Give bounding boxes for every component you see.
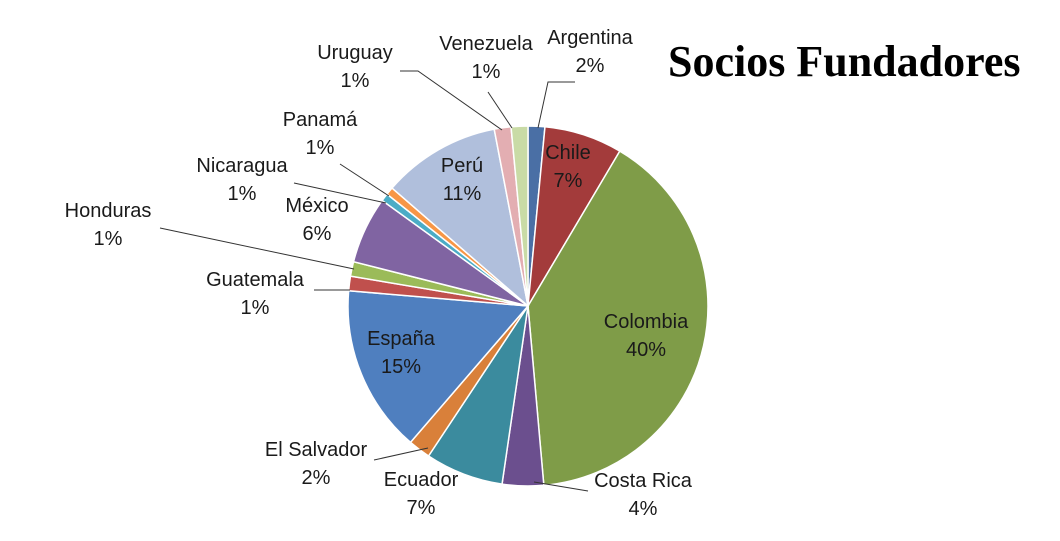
slice-label-honduras: Honduras bbox=[65, 200, 152, 222]
slice-percent-chile: 7% bbox=[554, 170, 583, 192]
leader-line-costa-rica bbox=[533, 481, 589, 492]
slice-label-uruguay: Uruguay bbox=[317, 42, 393, 64]
slice-label-panama: Panamá bbox=[283, 109, 358, 131]
slice-label-guatemala: Guatemala bbox=[206, 269, 305, 291]
leader-line-argentina bbox=[537, 81, 575, 129]
labels-layer: Argentina 2% Chile 7% Colombia 40% Costa Rica 4… bbox=[65, 27, 693, 520]
slice-percent-guatemala: 1% bbox=[241, 297, 270, 319]
slice-label-venezuela: Venezuela bbox=[439, 33, 533, 55]
leader-line-nicaragua bbox=[293, 182, 387, 204]
slice-percent-venezuela: 1% bbox=[472, 61, 501, 83]
slice-percent-argentina: 2% bbox=[576, 55, 605, 77]
slice-label-peru: Perú bbox=[441, 155, 483, 177]
chart-title: Socios Fundadores bbox=[668, 37, 1021, 86]
pie-slice-colombia bbox=[527, 150, 709, 487]
slice-label-ecuador: Ecuador bbox=[384, 469, 459, 491]
slice-label-el-salvador: El Salvador bbox=[265, 439, 368, 461]
slice-percent-el-salvador: 2% bbox=[302, 467, 331, 489]
slice-percent-honduras: 1% bbox=[94, 228, 123, 250]
slice-label-argentina: Argentina bbox=[547, 27, 633, 49]
slice-label-nicaragua: Nicaragua bbox=[196, 155, 288, 177]
slice-percent-panama: 1% bbox=[306, 137, 335, 159]
slices-layer bbox=[347, 125, 709, 487]
slice-percent-uruguay: 1% bbox=[341, 70, 370, 92]
leader-line-uruguay bbox=[400, 70, 503, 131]
leader-line-panama bbox=[339, 163, 390, 197]
leader-lines-layer bbox=[159, 70, 589, 492]
slice-percent-espana: 15% bbox=[381, 356, 421, 378]
slice-label-colombia: Colombia bbox=[604, 311, 689, 333]
leader-line-venezuela bbox=[487, 91, 513, 129]
slice-label-espana: España bbox=[367, 328, 436, 350]
slice-percent-costa-rica: 4% bbox=[629, 498, 658, 520]
pie-slice-peru bbox=[390, 128, 530, 308]
leader-line-el-salvador bbox=[373, 447, 429, 461]
leader-line-honduras bbox=[159, 227, 355, 270]
slice-percent-colombia: 40% bbox=[626, 339, 666, 361]
slice-label-mexico: México bbox=[285, 195, 348, 217]
slice-percent-ecuador: 7% bbox=[407, 497, 436, 519]
slice-label-chile: Chile bbox=[545, 142, 591, 164]
slice-label-costa-rica: Costa Rica bbox=[594, 470, 693, 492]
pie-slice-espana bbox=[347, 289, 530, 444]
slice-percent-nicaragua: 1% bbox=[228, 183, 257, 205]
slice-percent-peru: 11% bbox=[443, 183, 482, 205]
slice-percent-mexico: 6% bbox=[303, 223, 332, 245]
